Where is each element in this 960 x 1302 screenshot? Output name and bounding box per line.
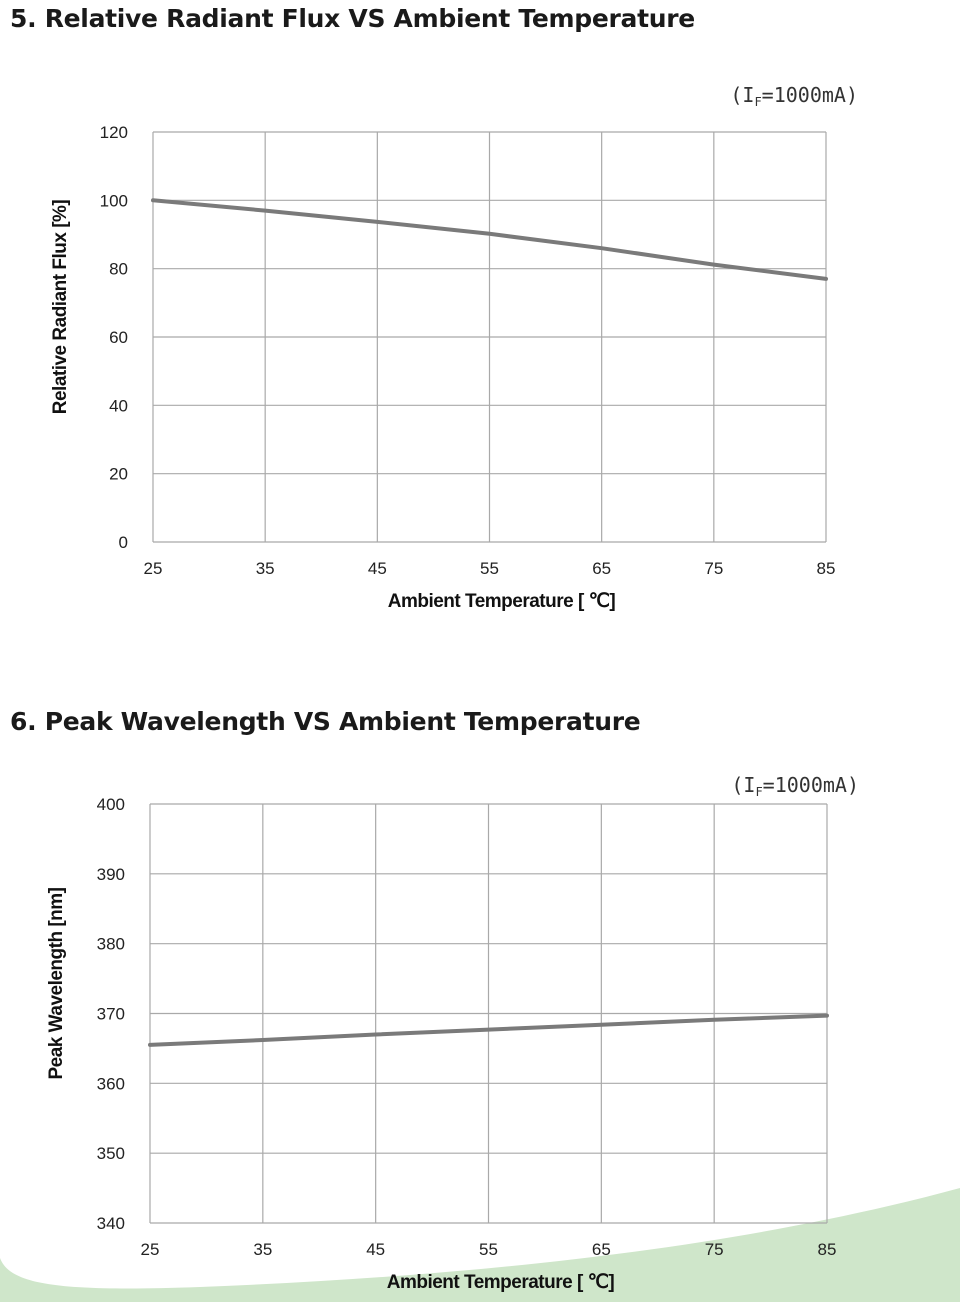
y-axis-title: Peak Wavelength [nm] [46, 887, 67, 1079]
y-tick-label: 400 [97, 795, 125, 814]
y-tick-label: 390 [97, 865, 125, 884]
y-axis-title: Relative Radiant Flux [%] [50, 200, 71, 415]
y-tick-label: 340 [97, 1214, 125, 1233]
x-tick-label: 35 [253, 1240, 272, 1259]
y-tick-label: 40 [109, 396, 128, 415]
section-title-radiant-flux: 5. Relative Radiant Flux VS Ambient Temp… [10, 4, 695, 33]
y-tick-label: 100 [100, 191, 128, 210]
x-axis-title: Ambient Temperature [ ℃] [387, 1272, 615, 1293]
section-title-peak-wavelength: 6. Peak Wavelength VS Ambient Temperatur… [10, 707, 641, 736]
y-tick-label: 0 [119, 533, 128, 552]
y-tick-label: 380 [97, 935, 125, 954]
y-tick-label: 350 [97, 1144, 125, 1163]
chart-relative-radiant-flux: (IF=1000mA) 25 35 45 55 65 75 85 0 20 40 60 80 100 120… [50, 83, 858, 612]
x-tick-label: 85 [818, 1240, 837, 1259]
x-tick-label: 75 [704, 559, 723, 578]
condition-label: (IF=1000mA) [731, 773, 859, 799]
x-tick-label: 25 [144, 559, 163, 578]
condition-label: (IF=1000mA) [730, 83, 858, 109]
x-tick-label: 25 [141, 1240, 160, 1259]
y-tick-label: 360 [97, 1074, 125, 1093]
x-axis-title: Ambient Temperature [ ℃] [388, 591, 616, 612]
x-tick-label: 55 [479, 1240, 498, 1259]
x-tick-label: 35 [256, 559, 275, 578]
x-tick-label: 65 [592, 559, 611, 578]
y-tick-label: 60 [109, 328, 128, 347]
y-tick-label: 120 [100, 123, 128, 142]
x-tick-label: 75 [705, 1240, 724, 1259]
x-tick-label: 45 [368, 559, 387, 578]
x-tick-label: 65 [592, 1240, 611, 1259]
x-tick-label: 45 [366, 1240, 385, 1259]
x-tick-label: 55 [480, 559, 499, 578]
y-tick-label: 80 [109, 260, 128, 279]
y-tick-label: 20 [109, 465, 128, 484]
x-tick-label: 85 [817, 559, 836, 578]
y-tick-label: 370 [97, 1005, 125, 1024]
